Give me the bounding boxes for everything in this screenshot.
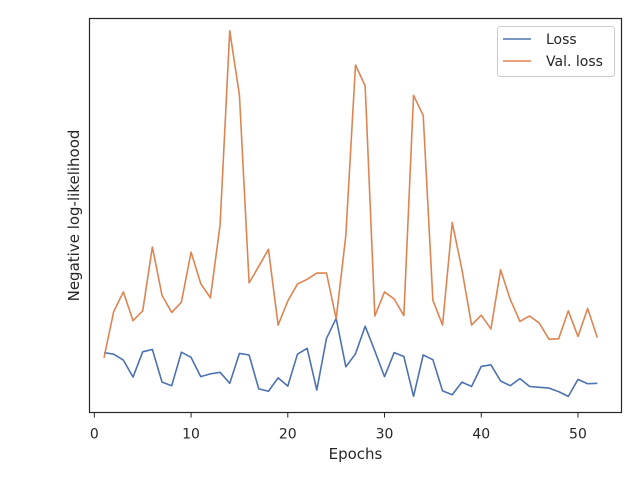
y-axis-label: Negative log-likelihood [65, 130, 83, 302]
x-tick-label: 30 [376, 427, 394, 443]
x-tick-label: 10 [182, 427, 200, 443]
legend-label-loss: Loss [546, 32, 577, 48]
plot-background [89, 18, 622, 413]
x-tick-label: 0 [90, 427, 99, 443]
x-tick-label: 40 [472, 427, 490, 443]
legend: Loss Val. loss [497, 26, 615, 77]
series-line-loss [103, 317, 598, 398]
plot-frame [88, 17, 623, 414]
series-line-val-loss [103, 29, 599, 358]
x-axis-label: Epochs [329, 445, 383, 463]
plot-lines [103, 29, 599, 398]
x-tick-label: 50 [569, 427, 587, 443]
x-axis-ticks: 0 10 20 30 40 50 [90, 412, 587, 443]
x-tick-label: 20 [279, 427, 297, 443]
legend-label-val-loss: Val. loss [546, 54, 603, 70]
